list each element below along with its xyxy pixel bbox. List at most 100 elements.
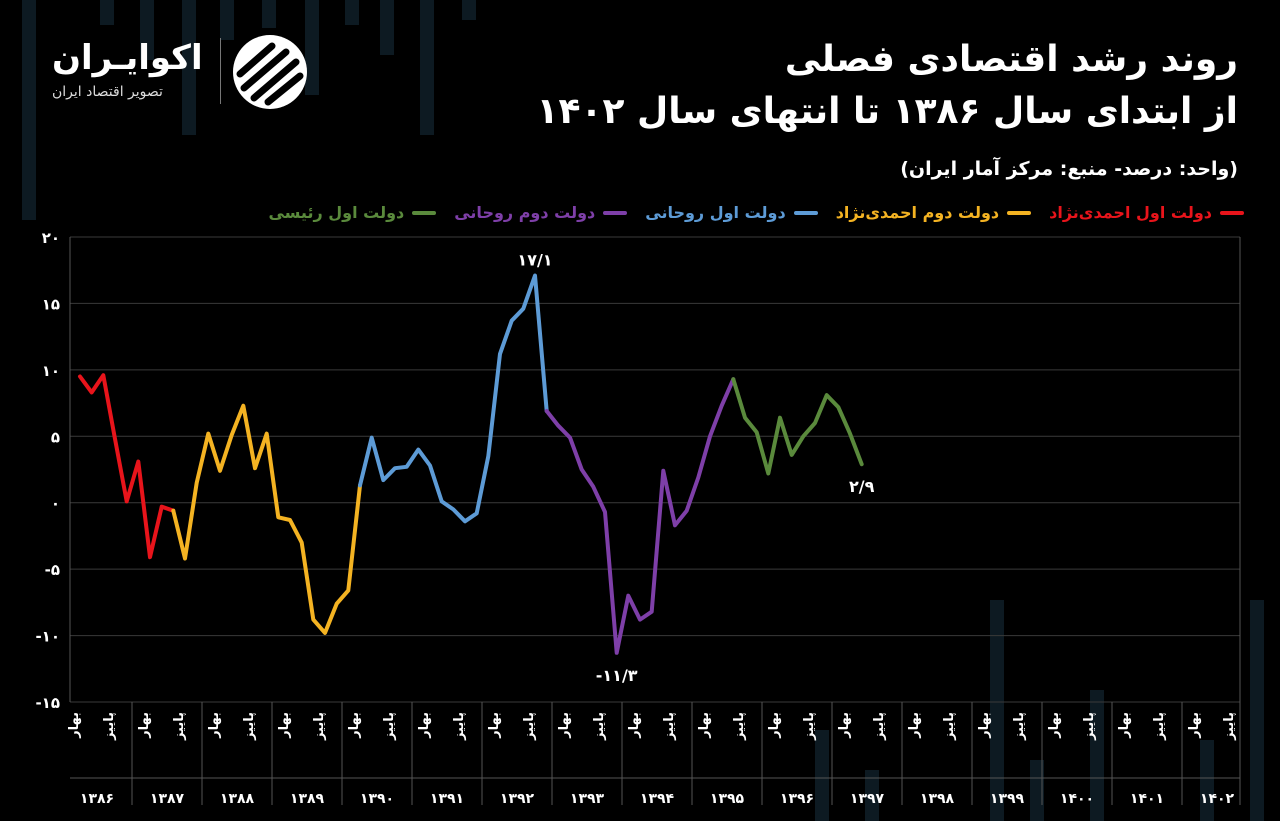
year-label: ۱۳۸۶	[80, 791, 114, 807]
background-bar	[140, 0, 154, 60]
y-tick-label: -۱۵	[35, 694, 60, 712]
legend-item: دولت اول روحانی	[645, 203, 818, 222]
season-label: بهار	[907, 712, 922, 739]
chart-legend: دولت اول احمدی‌نژاد دولت دوم احمدی‌نژاد دو…	[268, 203, 1244, 222]
season-label: بهار	[487, 712, 502, 739]
year-label: ۱۳۸۹	[290, 791, 325, 807]
legend-label: دولت اول روحانی	[645, 203, 786, 222]
season-label: بهار	[67, 712, 82, 739]
background-bar	[182, 0, 196, 135]
year-label: ۱۳۹۳	[570, 791, 605, 807]
legend-label: دولت دوم روحانی	[454, 203, 596, 222]
year-label: ۱۳۸۸	[220, 791, 255, 807]
y-tick-label: ۰	[51, 495, 60, 513]
season-label: پاییز	[942, 712, 957, 741]
year-label: ۱۴۰۱	[1130, 791, 1164, 807]
season-label: پاییز	[452, 712, 467, 741]
background-bar	[100, 0, 114, 25]
year-label: ۱۴۰۰	[1060, 791, 1094, 807]
season-label: بهار	[277, 712, 292, 739]
brand-tagline: تصویر اقتصاد ایران	[52, 84, 163, 100]
legend-swatch	[1007, 210, 1032, 215]
background-bar	[1250, 600, 1264, 821]
series-line	[544, 377, 736, 655]
season-label: پاییز	[802, 712, 817, 741]
season-label: پاییز	[102, 712, 117, 741]
season-label: بهار	[557, 712, 572, 739]
background-bar	[220, 0, 234, 40]
season-label: بهار	[347, 712, 362, 739]
brand-logo: اکوایـران تصویر اقتصاد ایران	[40, 32, 320, 112]
legend-label: دولت اول احمدی‌نژاد	[1049, 203, 1212, 222]
legend-item: دولت اول رئیسی	[268, 203, 437, 222]
background-bar	[380, 0, 394, 55]
logo-divider	[220, 38, 221, 104]
season-label: بهار	[1117, 712, 1132, 739]
season-label: بهار	[697, 712, 712, 739]
season-label: بهار	[977, 712, 992, 739]
year-label: ۱۳۹۲	[500, 791, 535, 807]
series-line	[78, 373, 176, 560]
season-label: بهار	[137, 712, 152, 739]
series-line	[171, 403, 362, 635]
y-tick-label: ۱۰	[42, 362, 60, 380]
season-label: بهار	[207, 712, 222, 739]
chart-title: روند رشد اقتصادی فصلی از ابتدای سال ۱۳۸۶…	[537, 34, 1238, 138]
data-annotation: ۲/۹	[849, 477, 875, 496]
legend-label: دولت دوم احمدی‌نژاد	[835, 203, 1000, 222]
season-label: بهار	[837, 712, 852, 739]
year-label: ۱۳۹۴	[640, 791, 675, 807]
y-tick-label: -۱۰	[35, 628, 60, 646]
data-annotation: -۱۱/۳	[596, 666, 638, 685]
year-label: ۱۳۹۵	[710, 791, 745, 807]
background-bar	[462, 0, 476, 20]
background-bar	[1030, 760, 1044, 821]
background-bar	[865, 770, 879, 821]
season-label: بهار	[1187, 712, 1202, 739]
season-label: پاییز	[872, 712, 887, 741]
year-label: ۱۳۹۷	[850, 791, 885, 807]
year-label: ۱۳۸۷	[150, 791, 185, 807]
legend-swatch	[603, 210, 628, 215]
season-label: پاییز	[662, 712, 677, 741]
season-label: پاییز	[382, 712, 397, 741]
season-label: پاییز	[522, 712, 537, 741]
year-label: ۱۳۹۶	[780, 791, 814, 807]
background-bar	[815, 730, 829, 821]
y-tick-label: ۲۰	[42, 229, 60, 247]
background-bar	[1090, 690, 1104, 821]
brand-name: اکوایـران	[52, 38, 203, 78]
background-bar	[990, 600, 1004, 821]
background-bar	[305, 0, 319, 95]
year-label: ۱۳۹۱	[430, 791, 464, 807]
year-label: ۱۴۰۲	[1200, 791, 1235, 807]
season-label: پاییز	[1012, 712, 1027, 741]
background-bar	[345, 0, 359, 25]
chart-title-line2: از ابتدای سال ۱۳۸۶ تا انتهای سال ۱۴۰۲	[536, 91, 1238, 132]
legend-label: دولت اول رئیسی	[268, 203, 405, 222]
season-label: بهار	[627, 712, 642, 739]
y-tick-label: ۱۵	[42, 295, 60, 313]
series-line	[731, 377, 864, 476]
year-label: ۱۳۹۸	[920, 791, 955, 807]
y-tick-label: -۵	[45, 561, 60, 579]
season-label: پاییز	[312, 712, 327, 741]
series-line	[358, 273, 549, 524]
legend-swatch	[1220, 210, 1244, 215]
season-label: بهار	[417, 712, 432, 739]
season-label: پاییز	[1082, 712, 1097, 741]
background-bar	[22, 0, 36, 220]
chart-subtitle: (واحد: درصد- منبع: مرکز آمار ایران)	[900, 158, 1238, 180]
legend-item: دولت دوم روحانی	[454, 203, 628, 222]
season-label: پاییز	[172, 712, 187, 741]
season-label: پاییز	[592, 712, 607, 741]
season-label: پاییز	[242, 712, 257, 741]
legend-swatch	[793, 210, 818, 215]
chart-title-line1: روند رشد اقتصادی فصلی	[784, 39, 1238, 80]
background-bar	[1200, 740, 1214, 821]
legend-swatch	[412, 210, 437, 215]
season-label: پاییز	[732, 712, 747, 741]
y-tick-label: ۵	[51, 428, 60, 446]
